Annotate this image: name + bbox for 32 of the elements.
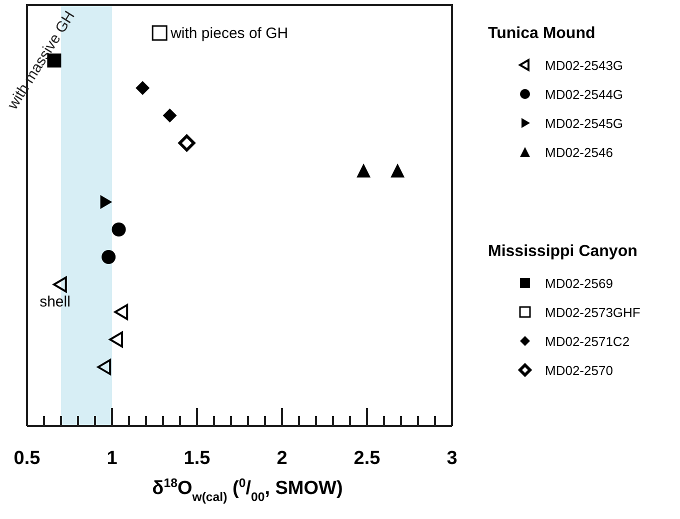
text: δ$^{18}$O$_{w(cal)}$ ($^{0}$/$_{00}$, SMOW) bbox=[152, 476, 343, 504]
point bbox=[136, 81, 150, 96]
legend-label: MD02-2573GHF bbox=[545, 305, 640, 320]
point bbox=[97, 359, 112, 376]
legend-label: MD02-2570 bbox=[545, 363, 613, 378]
point bbox=[178, 134, 196, 152]
x-tick-label: 0.5 bbox=[14, 448, 41, 469]
legend-label: MD02-2546 bbox=[545, 145, 613, 160]
text: Mississippi Canyon bbox=[488, 243, 638, 260]
legend-label: MD02-2543G bbox=[545, 58, 624, 73]
annotation: with pieces of GH bbox=[170, 25, 288, 42]
point bbox=[162, 108, 177, 123]
point bbox=[356, 164, 371, 178]
legend-label: MD02-2545G bbox=[545, 116, 624, 131]
x-tick-label: 1.5 bbox=[184, 448, 211, 469]
x-tick-label: 2.5 bbox=[354, 448, 381, 469]
x-tick-label: 1 bbox=[106, 448, 118, 469]
point bbox=[102, 250, 116, 264]
x-tick-label: 3 bbox=[446, 448, 458, 469]
point bbox=[114, 304, 128, 320]
point bbox=[112, 222, 126, 236]
annotation: shell bbox=[40, 294, 70, 311]
point bbox=[390, 164, 405, 178]
legend-label: MD02-2571C2 bbox=[545, 334, 630, 349]
legend-label: MD02-2544G bbox=[545, 87, 624, 102]
legend-label: MD02-2569 bbox=[545, 276, 613, 291]
point bbox=[100, 194, 112, 209]
text: Tunica Mound bbox=[488, 25, 596, 42]
x-tick-label: 2 bbox=[276, 448, 288, 469]
point bbox=[109, 332, 123, 348]
point bbox=[53, 276, 67, 293]
point bbox=[152, 25, 168, 41]
